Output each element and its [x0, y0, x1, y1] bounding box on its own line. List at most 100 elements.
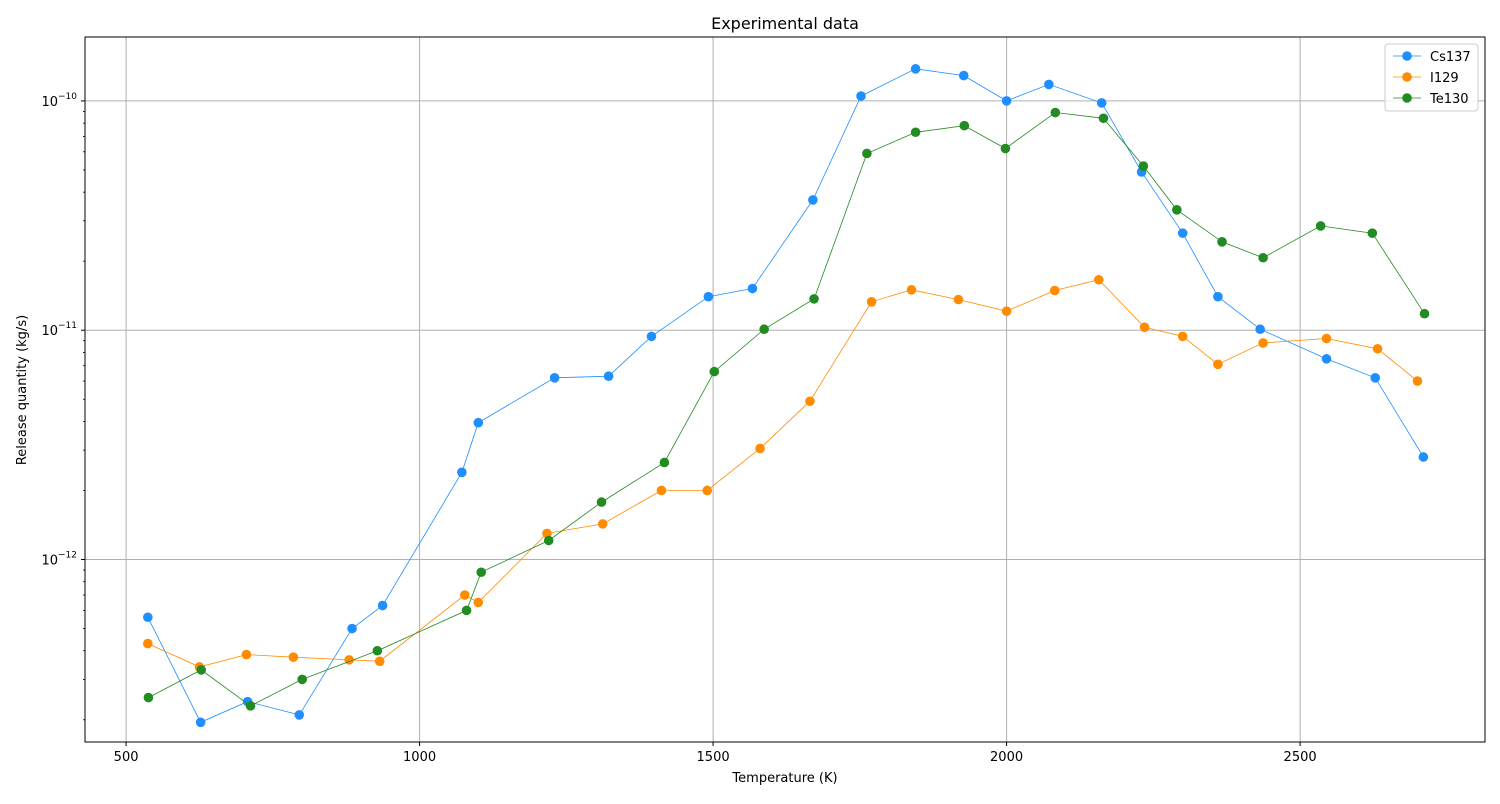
y-axis-label: Release quantity (kg/s) [15, 315, 30, 465]
data-point [1213, 291, 1223, 302]
data-point [1213, 359, 1223, 370]
data-point [703, 291, 714, 302]
data-point [372, 645, 383, 656]
data-point [294, 710, 305, 720]
legend-marker [1402, 93, 1412, 103]
data-point [959, 120, 970, 131]
data-point [603, 371, 614, 382]
data-point [143, 638, 153, 649]
series-i129 [143, 274, 1423, 672]
data-point [910, 64, 921, 74]
y-tick-base: 10 [41, 95, 58, 110]
data-point [755, 443, 765, 454]
data-point [245, 701, 256, 711]
data-point [195, 717, 206, 728]
data-point [473, 597, 484, 608]
data-point [709, 366, 720, 377]
series-line [148, 112, 1425, 707]
series-te130 [143, 107, 1430, 711]
grid-lines [85, 37, 1485, 742]
data-point [347, 623, 357, 634]
data-point [1372, 343, 1383, 354]
data-point [856, 91, 866, 101]
data-point [1050, 107, 1061, 118]
data-point [805, 396, 815, 407]
legend-label: I129 [1430, 71, 1459, 86]
y-tick-exponent: −11 [58, 321, 77, 331]
data-point [1044, 79, 1054, 90]
data-point [659, 457, 670, 468]
data-point [1139, 322, 1150, 333]
data-point [288, 652, 299, 662]
data-point [476, 567, 487, 578]
data-point [196, 665, 207, 675]
x-tick-label: 2500 [1284, 750, 1317, 765]
data-point [1093, 274, 1104, 285]
data-point [241, 649, 252, 660]
x-tick-label: 2000 [990, 750, 1023, 765]
data-point [543, 535, 554, 546]
y-tick-label: 10−12 [41, 551, 77, 569]
data-point [377, 600, 388, 611]
data-point [747, 283, 758, 294]
data-point [1321, 333, 1332, 344]
legend: Cs137 I129 Te130 [1384, 43, 1479, 112]
data-point [1177, 331, 1188, 342]
data-point [1138, 161, 1149, 171]
y-tick-exponent: −12 [58, 551, 77, 561]
data-point [759, 324, 769, 335]
data-point [1412, 376, 1423, 386]
data-point [953, 294, 964, 305]
data-point [1419, 308, 1430, 319]
data-point [910, 127, 921, 138]
data-point [1418, 452, 1429, 462]
data-point [473, 417, 484, 428]
y-tick-label: 10−10 [41, 92, 77, 110]
legend-label: Cs137 [1430, 50, 1471, 65]
y-tick-exponent: −10 [58, 92, 77, 102]
data-point [862, 148, 872, 159]
series-layer [143, 64, 1430, 728]
data-point [906, 285, 917, 295]
data-point [1177, 228, 1188, 238]
data-point [597, 519, 608, 529]
legend-item-i129: I129 [1393, 71, 1459, 86]
y-tick-label: 10−11 [41, 321, 77, 339]
data-point [809, 294, 819, 304]
x-axis-label: Temperature (K) [731, 771, 837, 786]
data-point [646, 331, 657, 342]
data-point [297, 674, 307, 685]
data-point [1258, 338, 1268, 348]
data-point [702, 485, 713, 496]
legend-label: Te130 [1429, 92, 1469, 107]
data-point [1367, 228, 1378, 238]
x-tick-label: 500 [114, 750, 139, 765]
data-point [1258, 252, 1268, 263]
data-point [459, 590, 470, 600]
data-point [1049, 285, 1060, 296]
data-point [143, 612, 153, 623]
data-point [866, 297, 877, 307]
legend-marker [1402, 51, 1412, 61]
y-tick-base: 10 [41, 554, 58, 569]
x-tick-label: 1500 [697, 750, 730, 765]
legend-marker [1402, 72, 1412, 82]
plot-frame [84, 36, 1486, 743]
chart-title: Experimental data [711, 14, 859, 33]
data-point [374, 656, 385, 667]
y-tick-base: 10 [41, 324, 58, 339]
data-point [808, 195, 818, 205]
data-point [1217, 236, 1227, 247]
data-point [461, 605, 472, 616]
legend-item-te130: Te130 [1393, 92, 1469, 107]
data-point [549, 373, 560, 383]
data-point [1001, 306, 1012, 317]
data-point [457, 467, 467, 478]
data-point [1000, 143, 1011, 154]
data-point [1315, 221, 1326, 231]
data-point [596, 497, 607, 507]
